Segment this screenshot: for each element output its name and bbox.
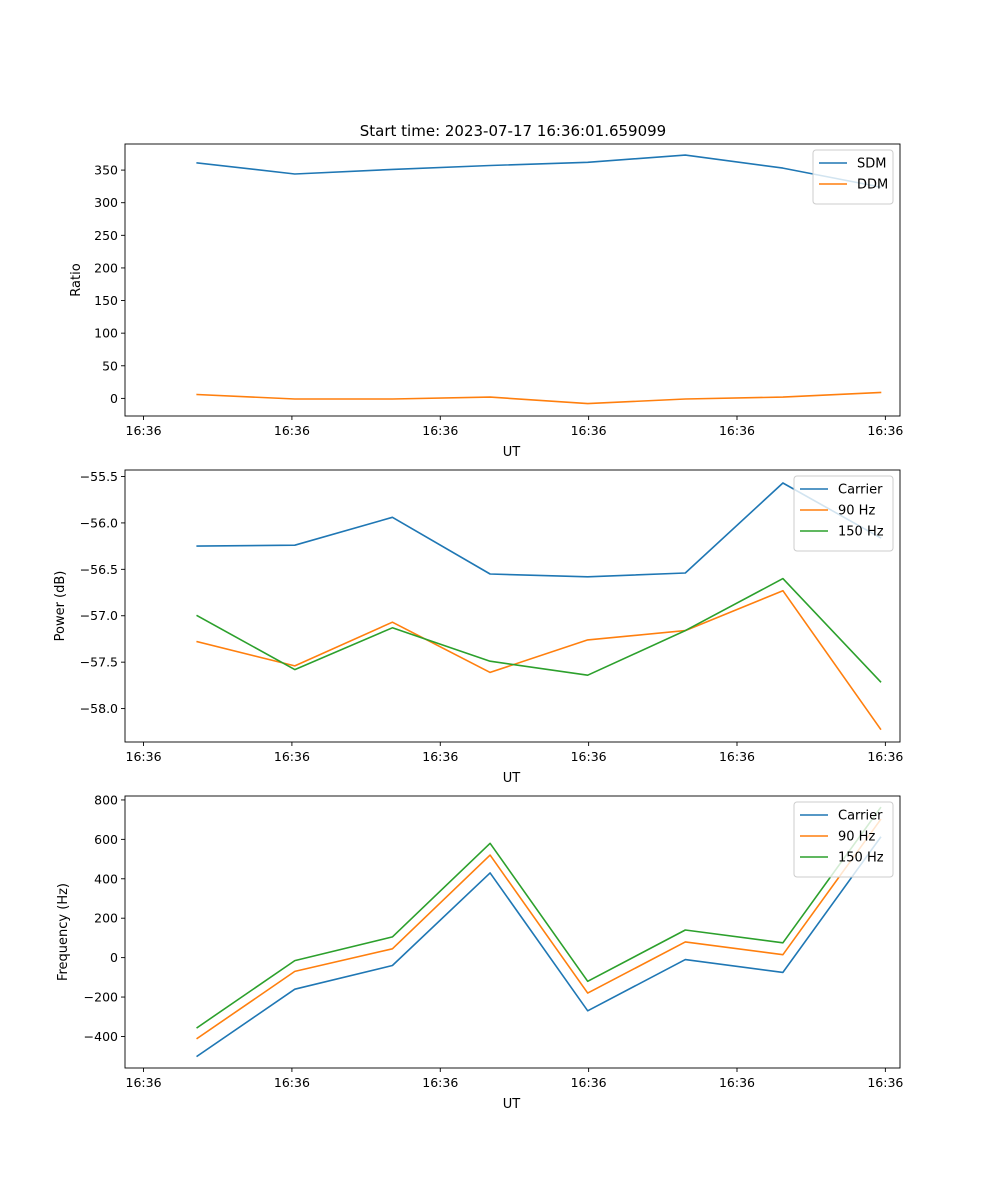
- series-line-150-hz: [196, 806, 882, 1029]
- legend: SDM DDM: [812, 149, 894, 205]
- legend-label: DDM: [857, 178, 888, 193]
- y-tick-label: −56.0: [80, 515, 118, 530]
- series-line-carrier: [196, 836, 882, 1058]
- axes-frame: [124, 469, 901, 743]
- y-tick-label: 150: [94, 293, 118, 308]
- y-tick-label: 100: [94, 326, 118, 341]
- series-line-150-hz: [196, 577, 882, 683]
- y-axis-label: Power (dB): [53, 571, 68, 642]
- axes-frame: [124, 795, 901, 1069]
- legend-label: 90 Hz: [838, 830, 875, 845]
- legend-box: [793, 801, 894, 878]
- legend-label: SDM: [857, 157, 886, 172]
- subplot-1: 16:3616:3616:3616:3616:3616:3616:3705010…: [69, 143, 903, 460]
- figure-title: Start time: 2023-07-17 16:36:01.659099: [360, 122, 666, 140]
- x-tick-label: 16:36: [867, 423, 903, 438]
- x-tick-label: 16:36: [719, 1075, 755, 1090]
- x-tick-label: 16:36: [867, 749, 903, 764]
- y-axis-label: Frequency (Hz): [56, 883, 71, 981]
- y-tick-label: 200: [94, 911, 118, 926]
- y-tick-label: −400: [84, 1029, 118, 1044]
- x-axis-label: UT: [503, 1097, 521, 1112]
- legend-label: 90 Hz: [838, 504, 875, 519]
- x-tick-label: 16:36: [571, 1075, 607, 1090]
- axes-frame: [124, 143, 901, 417]
- y-tick-label: 200: [94, 260, 118, 275]
- y-tick-label: −57.5: [80, 655, 118, 670]
- y-tick-label: 0: [110, 950, 118, 965]
- x-tick-label: 16:36: [422, 1075, 458, 1090]
- series-line-sdm: [196, 154, 882, 189]
- x-tick-label: 16:36: [867, 1075, 903, 1090]
- legend-box: [793, 475, 894, 552]
- y-tick-label: 300: [94, 195, 118, 210]
- x-tick-label: 16:36: [422, 423, 458, 438]
- x-tick-label: 16:36: [571, 749, 607, 764]
- x-tick-label: 16:36: [571, 423, 607, 438]
- x-tick-label: 16:36: [422, 749, 458, 764]
- y-tick-label: 350: [94, 163, 118, 178]
- y-tick-label: −200: [84, 990, 118, 1005]
- series-line-ddm: [196, 391, 882, 405]
- y-tick-label: 50: [102, 358, 118, 373]
- legend-label: 150 Hz: [838, 851, 884, 866]
- subplot-2: 16:3616:3616:3616:3616:3616:3616:37−58.0…: [53, 469, 903, 786]
- x-tick-label: 16:36: [719, 749, 755, 764]
- x-tick-label: 16:36: [126, 749, 162, 764]
- y-tick-label: −58.0: [80, 701, 118, 716]
- x-tick-label: 16:36: [126, 423, 162, 438]
- y-tick-label: 0: [110, 391, 118, 406]
- y-tick-label: −56.5: [80, 562, 118, 577]
- x-tick-label: 16:36: [274, 749, 310, 764]
- x-axis-label: UT: [503, 445, 521, 460]
- x-tick-label: 16:36: [274, 423, 310, 438]
- subplot-3: 16:3616:3616:3616:3616:3616:3616:37−400−…: [56, 792, 903, 1112]
- x-tick-label: 16:36: [719, 423, 755, 438]
- x-tick-label: 16:36: [274, 1075, 310, 1090]
- legend: Carrier 90 Hz 150 Hz: [793, 475, 894, 552]
- series-line-90-hz: [196, 818, 882, 1040]
- y-tick-label: −55.5: [80, 469, 118, 484]
- x-tick-label: 16:36: [126, 1075, 162, 1090]
- y-axis-label: Ratio: [69, 263, 84, 296]
- legend-label: Carrier: [838, 809, 883, 824]
- series-line-carrier: [196, 482, 882, 578]
- x-axis-label: UT: [503, 771, 521, 786]
- y-tick-label: 600: [94, 832, 118, 847]
- legend-label: Carrier: [838, 483, 883, 498]
- y-tick-label: −57.0: [80, 608, 118, 623]
- legend: Carrier 90 Hz 150 Hz: [793, 801, 894, 878]
- y-tick-label: 800: [94, 792, 118, 807]
- y-tick-label: 250: [94, 228, 118, 243]
- series-line-90-hz: [196, 589, 882, 731]
- y-tick-label: 400: [94, 871, 118, 886]
- legend-label: 150 Hz: [838, 525, 884, 540]
